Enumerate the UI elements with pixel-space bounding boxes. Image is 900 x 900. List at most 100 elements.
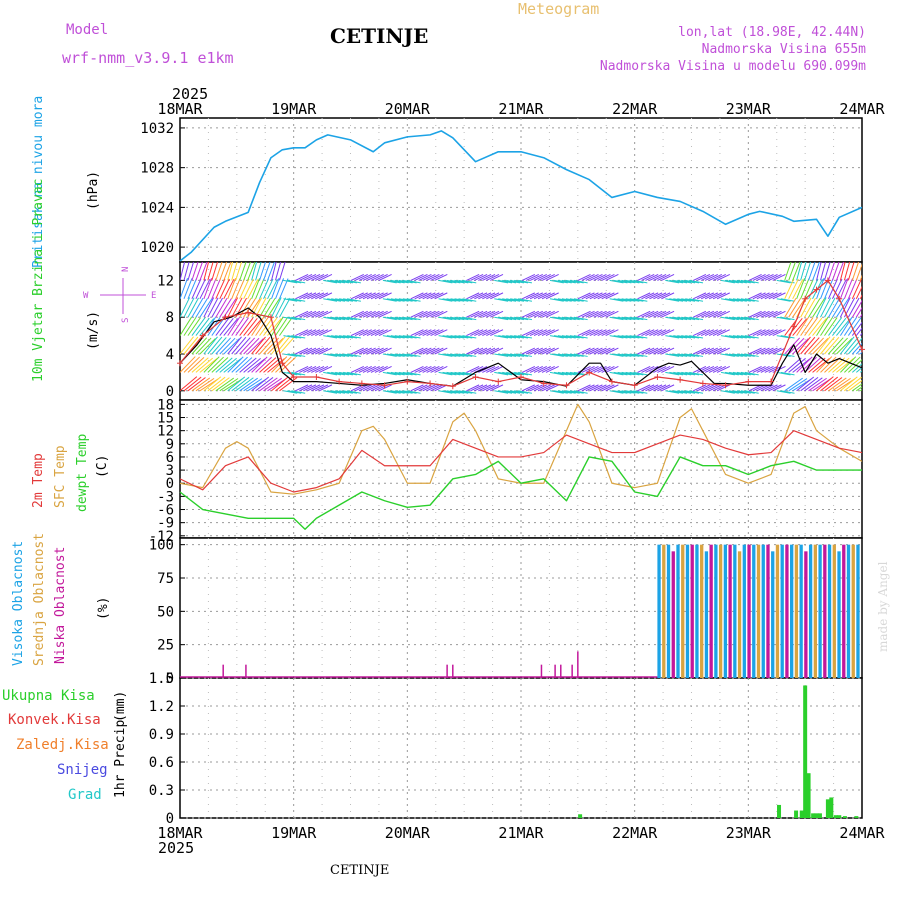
cloud-bar (794, 544, 799, 678)
wind-barb (370, 310, 384, 318)
wind-barb (708, 292, 723, 300)
wind-barb (374, 310, 388, 318)
cloud-bar (681, 544, 685, 678)
wind-barb (279, 317, 293, 336)
wind-barb (700, 329, 715, 337)
bottom-day-label: 22MAR (612, 824, 658, 842)
wind-barb (577, 292, 591, 300)
panel-frame (179, 677, 863, 819)
precip-bar (833, 815, 838, 818)
wind-barb (291, 390, 306, 394)
wind-barb (366, 329, 380, 337)
wind-barb (462, 390, 477, 394)
wind-barb (410, 310, 424, 318)
wind-barb (808, 298, 821, 318)
wind-barb (470, 274, 484, 281)
wind-barb (227, 376, 246, 392)
wind-barb (629, 390, 644, 394)
wind-barb (438, 353, 453, 357)
wind-barb (736, 335, 751, 339)
wind-barb (315, 366, 329, 373)
wind-barb (450, 316, 465, 321)
wind-barb (311, 366, 325, 373)
wind-barb (422, 366, 436, 373)
wind-barb (327, 316, 342, 321)
product-title: Meteogram (518, 0, 599, 18)
wind-barb (366, 384, 380, 392)
dewpoint-line (179, 456, 862, 530)
wind-barb (203, 262, 210, 281)
wind-barb (529, 329, 543, 337)
wind-barb (462, 316, 477, 321)
wind-barb (207, 356, 224, 373)
wind-barb (251, 278, 261, 299)
wind-barb (776, 316, 791, 321)
wind-barb (243, 378, 263, 392)
wind-barb (776, 371, 791, 376)
wind-barb (466, 310, 480, 318)
wind-barb (724, 335, 739, 339)
wind-barb (331, 390, 346, 394)
wind-barb (553, 371, 568, 376)
wind-barb (398, 353, 413, 357)
wind-barb (589, 347, 603, 355)
wind-barb (331, 316, 346, 321)
wind-barb (283, 353, 298, 357)
wind-barb (183, 336, 199, 355)
wind-barb (784, 357, 802, 373)
wind-barb (343, 279, 357, 284)
wind-barb (358, 274, 372, 281)
footer-location: CETINJE (330, 863, 389, 878)
wind-barb (681, 335, 696, 339)
y-tick-label: 1032 (140, 121, 174, 137)
wind-barb (514, 279, 529, 284)
wind-barb (315, 329, 329, 337)
wind-barb (629, 298, 644, 302)
wind-barb (235, 317, 249, 336)
wind-barb (609, 316, 624, 321)
wind-barb (557, 390, 572, 394)
wind-barb (378, 329, 392, 337)
wind-barb (633, 371, 648, 376)
wind-barb (486, 384, 500, 392)
wind-barb (482, 384, 496, 392)
wind-barb (271, 356, 288, 373)
wind-barb (506, 316, 521, 321)
wind-barb (736, 371, 751, 376)
wind-barb (474, 310, 488, 318)
bottom-day-label: 21MAR (498, 824, 544, 842)
wind-barb (327, 279, 342, 284)
wind-barb (295, 292, 309, 300)
wind-barb (263, 317, 278, 336)
wind-barb (199, 278, 211, 300)
wind-barb (366, 347, 380, 355)
wind-barb (521, 366, 536, 373)
top-day-label: 18MAR (157, 100, 203, 118)
wind-barb (331, 298, 346, 302)
wind-barb (180, 316, 193, 336)
wind-barb (510, 316, 525, 321)
wind-barb (498, 371, 513, 376)
wind-barb (482, 274, 496, 281)
wind-barb (255, 317, 269, 336)
wind-barb (768, 347, 782, 355)
wind-barb (362, 384, 376, 392)
wind-barb (470, 384, 484, 392)
wind-barb (474, 347, 488, 355)
wind-barb (788, 278, 799, 300)
wind-barb (681, 298, 696, 302)
wind-barb (518, 390, 533, 394)
wind-barb (601, 274, 615, 281)
wind-barb (736, 390, 751, 394)
wind-barb (378, 292, 392, 300)
wind-barb (275, 316, 289, 336)
wind-barb (414, 384, 428, 392)
wind-barb (390, 279, 405, 284)
wind-barb (689, 371, 704, 376)
wind-barb (394, 371, 409, 376)
wind-barb (839, 278, 849, 299)
wind-barb (808, 377, 827, 392)
wind-barb (613, 316, 628, 321)
wind-barb (752, 310, 766, 318)
wind-barb (836, 298, 849, 318)
